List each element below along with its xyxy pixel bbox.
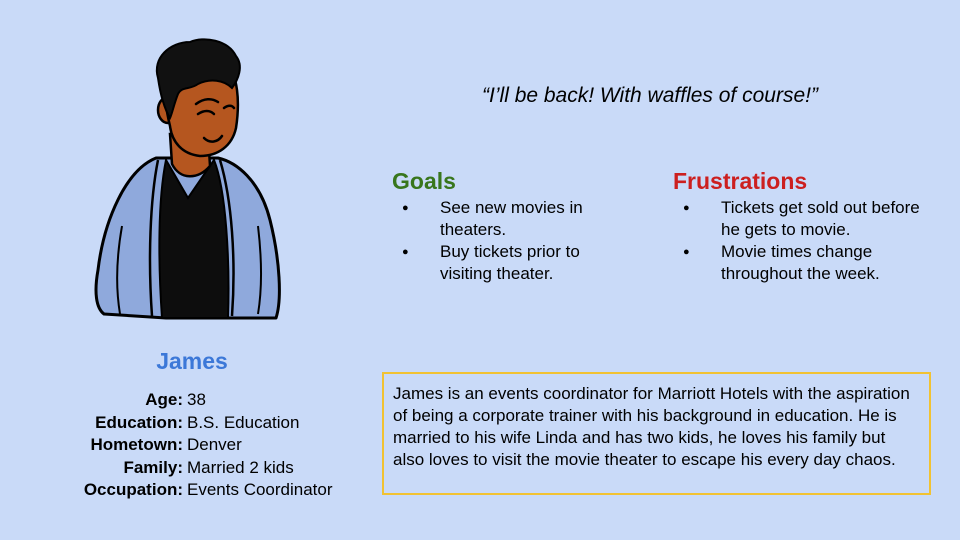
persona-details: Age: 38 Education: B.S. Education Hometo… (40, 389, 370, 502)
avatar (94, 38, 281, 320)
frustration-item: Movie times change throughout the week. (681, 241, 921, 285)
detail-value: 38 (187, 390, 206, 409)
detail-row-family: Family: Married 2 kids (40, 457, 370, 480)
detail-label: Family: (123, 457, 183, 477)
detail-label: Hometown: (90, 435, 183, 454)
detail-value: B.S. Education (187, 412, 300, 432)
goal-item: See new movies in theaters. (400, 197, 620, 241)
detail-row-education: Education: B.S. Education (40, 412, 370, 435)
frustration-item: Tickets get sold out before he gets to m… (681, 197, 921, 241)
detail-value: Denver (187, 435, 242, 454)
hair-shape (155, 38, 241, 121)
detail-label: Occupation: (83, 480, 183, 499)
frustrations-title: Frustrations (673, 168, 808, 194)
frustrations-list: Tickets get sold out before he gets to m… (681, 197, 921, 285)
persona-name: James (156, 348, 228, 374)
shirt-shape (158, 157, 230, 319)
detail-row-hometown: Hometown: Denver (40, 434, 370, 457)
goal-item: Buy tickets prior to visiting theater. (400, 241, 620, 285)
goals-title: Goals (392, 168, 456, 194)
goals-list: See new movies in theaters. Buy tickets … (400, 197, 620, 285)
detail-row-occupation: Occupation: Events Coordinator (40, 479, 370, 502)
detail-row-age: Age: 38 (40, 389, 370, 412)
detail-label: Education: (95, 412, 183, 432)
bio-box: James is an events coordinator for Marri… (382, 372, 931, 495)
persona-quote: “I’ll be back! With waffles of course!” (482, 84, 818, 107)
detail-value: Married 2 kids (187, 457, 294, 477)
detail-value: Events Coordinator (187, 480, 333, 499)
detail-label: Age: (145, 390, 183, 409)
